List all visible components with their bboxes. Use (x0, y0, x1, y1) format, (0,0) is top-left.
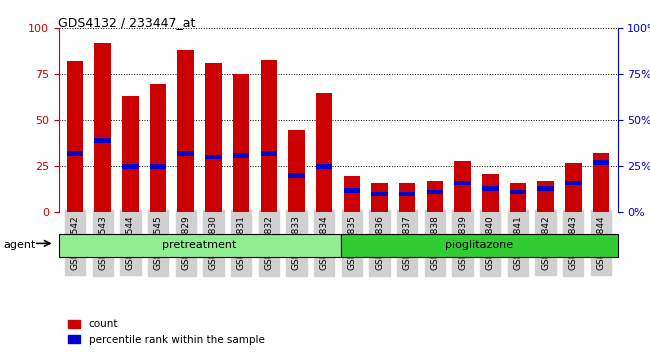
Bar (399, 192, 415, 196)
Bar (67, 62, 83, 212)
Bar (371, 192, 388, 196)
Bar (177, 50, 194, 212)
Bar (58, 234, 341, 257)
Bar (261, 59, 277, 212)
Bar (94, 43, 111, 212)
Bar (261, 151, 277, 156)
Bar (122, 96, 138, 212)
Bar (233, 74, 250, 212)
Bar (454, 181, 471, 185)
Bar (316, 93, 332, 212)
Bar (538, 186, 554, 191)
Bar (593, 154, 609, 212)
Text: pioglitazone: pioglitazone (445, 240, 514, 250)
Bar (205, 155, 222, 160)
Text: GDS4132 / 233447_at: GDS4132 / 233447_at (58, 16, 196, 29)
Bar (565, 163, 582, 212)
Bar (341, 234, 618, 257)
Bar (288, 173, 305, 178)
Bar (593, 160, 609, 165)
Bar (94, 138, 111, 143)
Text: agent: agent (3, 240, 36, 250)
Bar (399, 183, 415, 212)
Bar (150, 164, 166, 169)
Bar (316, 164, 332, 169)
Bar (344, 176, 360, 212)
Bar (371, 183, 388, 212)
Bar (565, 181, 582, 185)
Bar (426, 190, 443, 194)
Bar (510, 183, 526, 212)
Bar (426, 181, 443, 212)
Bar (482, 186, 499, 191)
Bar (288, 130, 305, 212)
Bar (454, 161, 471, 212)
Bar (150, 84, 166, 212)
Bar (510, 190, 526, 194)
Bar (344, 188, 360, 193)
Bar (205, 63, 222, 212)
Bar (538, 181, 554, 212)
Legend: count, percentile rank within the sample: count, percentile rank within the sample (64, 315, 268, 349)
Bar (233, 153, 250, 158)
Bar (122, 164, 138, 169)
Bar (67, 151, 83, 156)
Text: pretreatment: pretreatment (162, 240, 237, 250)
Bar (177, 151, 194, 156)
Bar (482, 174, 499, 212)
